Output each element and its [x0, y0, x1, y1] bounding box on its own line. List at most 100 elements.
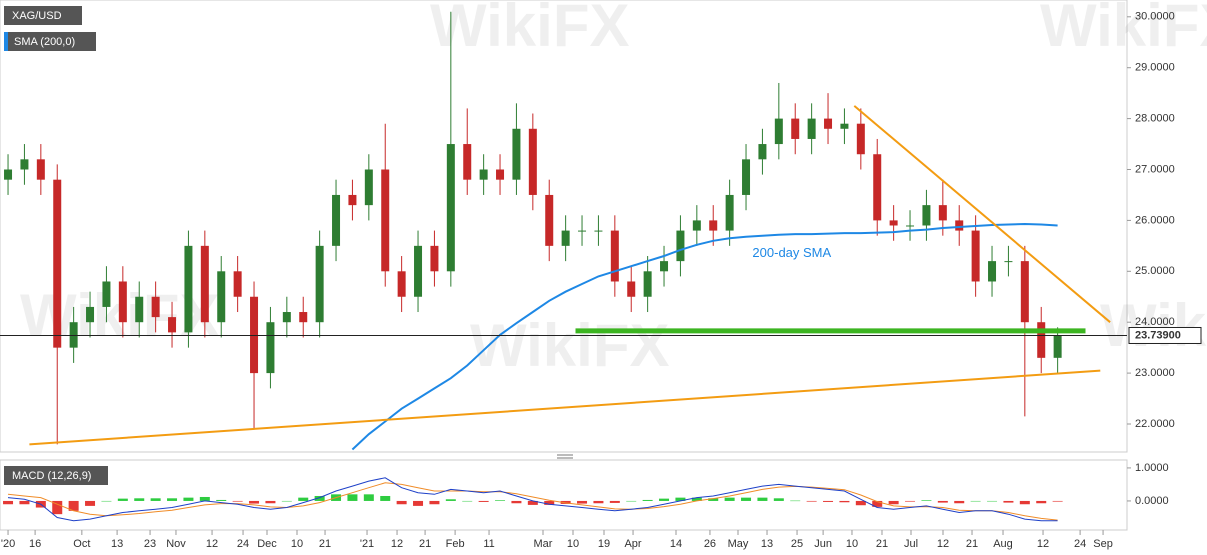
histogram-bar: [462, 500, 473, 502]
y-tick-label: 24.0000: [1135, 316, 1175, 328]
x-tick-label: 23: [144, 538, 156, 550]
histogram-bar: [626, 500, 637, 502]
x-tick-label: Mar: [534, 538, 553, 550]
candle-body: [824, 118, 833, 129]
x-tick-label: Aug: [993, 538, 1013, 550]
x-tick-label: 10: [567, 538, 579, 550]
candle-body: [86, 306, 95, 323]
candle-body: [1020, 261, 1029, 323]
histogram-bar: [68, 500, 79, 511]
candle-body: [118, 281, 127, 323]
histogram-bar: [708, 498, 719, 501]
candle-body: [233, 271, 242, 297]
candle-body: [315, 245, 324, 323]
candle-body: [545, 194, 554, 246]
histogram-bar: [363, 494, 374, 501]
candle-body: [397, 271, 406, 297]
y-tick-label: 1.0000: [1135, 462, 1169, 474]
histogram-bar: [150, 498, 161, 501]
x-tick-label: Oct: [73, 538, 90, 550]
candle-body: [922, 205, 931, 226]
x-tick-label: 13: [761, 538, 773, 550]
histogram-bar: [396, 500, 407, 505]
candle-body: [938, 205, 947, 221]
candle-body: [446, 144, 455, 272]
watermark: WikiFX: [430, 0, 629, 59]
histogram-bar: [872, 500, 883, 507]
histogram-bar: [134, 498, 145, 501]
signal-line: [7, 482, 1058, 521]
histogram-bar: [199, 496, 210, 501]
candle-body: [430, 245, 439, 272]
candle-body: [725, 194, 734, 231]
last-price-label: 23.73900: [1135, 329, 1181, 341]
histogram-bar: [691, 497, 702, 501]
histogram-bar: [577, 500, 588, 504]
candle-body: [20, 159, 29, 170]
candle-body: [102, 281, 111, 307]
candle-body: [988, 261, 997, 282]
histogram-bar: [413, 500, 424, 506]
histogram-bar: [921, 500, 932, 501]
x-tick-label: Nov: [166, 538, 186, 550]
histogram-bar: [1036, 500, 1047, 504]
candle-body: [364, 169, 373, 206]
candle-body: [332, 194, 341, 246]
histogram-bar: [855, 500, 866, 506]
candle-body: [906, 225, 915, 227]
candle-body: [151, 296, 160, 318]
x-tick-label: 11: [483, 538, 494, 550]
candle-body: [873, 154, 882, 221]
histogram-bar: [823, 500, 834, 502]
histogram-bar: [380, 495, 391, 501]
watermark: WikiFX: [1040, 0, 1207, 59]
y-tick-label: 30.0000: [1135, 11, 1175, 23]
candle-body: [1037, 322, 1046, 358]
sma-line: [351, 222, 1058, 451]
candle-body: [414, 245, 423, 297]
macd-line: [7, 477, 1058, 522]
histogram-bar: [790, 500, 801, 502]
candle-body: [1053, 335, 1062, 358]
histogram-bar: [659, 498, 670, 501]
histogram-bar: [888, 500, 899, 505]
x-tick-label: May: [728, 538, 749, 550]
histogram-bar: [1019, 500, 1030, 505]
histogram-bar: [937, 500, 948, 503]
candle-body: [512, 128, 521, 180]
symbol-label: XAG/USD: [12, 10, 62, 22]
y-tick-label: 0.0000: [1135, 495, 1169, 507]
histogram-bar: [741, 497, 752, 501]
x-tick-label: 10: [846, 538, 858, 550]
x-tick-label: '21: [360, 538, 374, 550]
x-tick-label: Jul: [904, 538, 918, 550]
candle-body: [758, 144, 767, 160]
candle-body: [282, 312, 291, 323]
candle-body: [528, 128, 537, 195]
candle-body: [807, 118, 816, 139]
x-tick-label: Apr: [624, 538, 641, 550]
macd-title: MACD (12,26,9): [12, 470, 91, 482]
histogram-bar: [839, 500, 850, 503]
histogram-bar: [445, 499, 456, 501]
price-layer: [0, 11, 1127, 451]
watermark: WikiFX: [1100, 292, 1207, 359]
histogram-bar: [987, 500, 998, 502]
histogram-bar: [511, 500, 522, 504]
y-tick-label: 22.0000: [1135, 418, 1175, 430]
price-panel: [0, 0, 1128, 453]
histogram-bar: [544, 500, 555, 505]
x-tick-label: 21: [419, 538, 431, 550]
histogram-bar: [593, 500, 604, 504]
x-tick-label: 24: [1074, 538, 1086, 550]
candle-body: [1004, 261, 1013, 263]
candle-body: [610, 230, 619, 282]
x-tick-label: 12: [1037, 538, 1049, 550]
histogram-bar: [249, 500, 260, 504]
histogram-bar: [347, 494, 358, 501]
histogram-bar: [495, 500, 506, 501]
trend-line: [853, 105, 1111, 323]
histogram-bar: [167, 498, 178, 501]
candle-body: [496, 169, 505, 180]
macd-layer: [3, 477, 1063, 522]
